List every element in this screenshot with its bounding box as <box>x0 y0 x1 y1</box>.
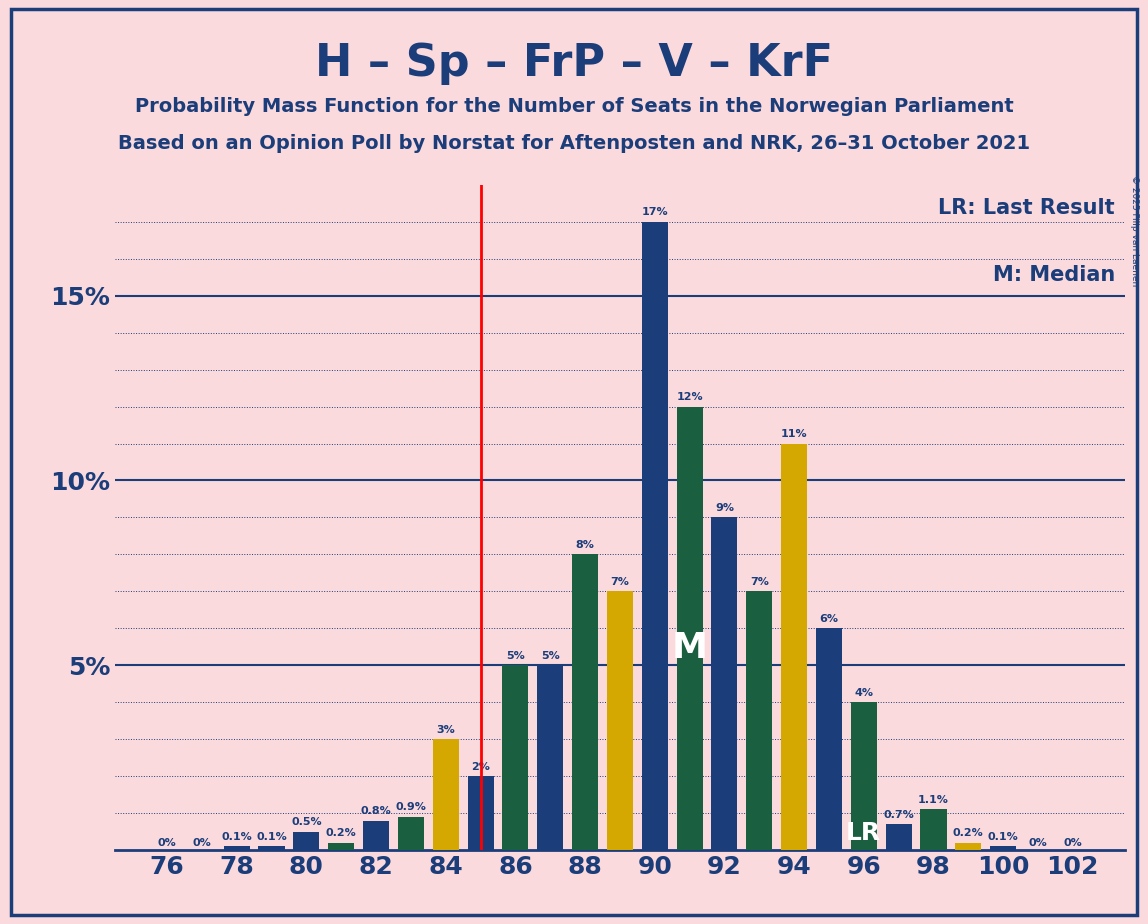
Bar <box>955 843 982 850</box>
Text: 8%: 8% <box>575 540 595 550</box>
Bar <box>572 554 598 850</box>
Text: 0.5%: 0.5% <box>292 817 321 827</box>
Text: 0%: 0% <box>1063 838 1083 848</box>
Text: 0.8%: 0.8% <box>360 806 391 816</box>
Text: © 2025 Filip van Laenen: © 2025 Filip van Laenen <box>1130 176 1139 286</box>
Text: H – Sp – FrP – V – KrF: H – Sp – FrP – V – KrF <box>315 42 833 85</box>
Text: Probability Mass Function for the Number of Seats in the Norwegian Parliament: Probability Mass Function for the Number… <box>134 97 1014 116</box>
Text: 1.1%: 1.1% <box>918 795 949 805</box>
Text: Based on an Opinion Poll by Norstat for Aftenposten and NRK, 26–31 October 2021: Based on an Opinion Poll by Norstat for … <box>118 134 1030 153</box>
Bar <box>537 665 564 850</box>
Text: 0.7%: 0.7% <box>883 809 914 820</box>
Text: LR: Last Result: LR: Last Result <box>938 198 1115 218</box>
Text: 5%: 5% <box>541 650 559 661</box>
Bar <box>398 817 424 850</box>
Bar <box>816 628 841 850</box>
Text: 4%: 4% <box>854 687 874 698</box>
Text: 7%: 7% <box>750 577 769 587</box>
Text: M: M <box>672 631 707 665</box>
Text: 0%: 0% <box>157 838 177 848</box>
Bar <box>990 846 1016 850</box>
Text: 0.2%: 0.2% <box>326 828 357 838</box>
Text: 11%: 11% <box>781 429 807 439</box>
Text: 6%: 6% <box>820 614 838 624</box>
Bar <box>851 702 877 850</box>
Text: 7%: 7% <box>611 577 629 587</box>
Text: 9%: 9% <box>715 503 734 513</box>
Bar <box>642 222 668 850</box>
Bar <box>328 843 355 850</box>
Text: 17%: 17% <box>642 207 668 217</box>
Bar <box>258 846 285 850</box>
Text: LR: LR <box>846 821 882 845</box>
Text: 0.1%: 0.1% <box>987 832 1018 842</box>
Text: 0.2%: 0.2% <box>953 828 984 838</box>
Text: 0.1%: 0.1% <box>222 832 253 842</box>
Bar <box>224 846 250 850</box>
Bar <box>746 591 773 850</box>
Text: 3%: 3% <box>436 724 455 735</box>
Text: 2%: 2% <box>471 761 490 772</box>
Text: 0.9%: 0.9% <box>395 802 426 812</box>
Bar <box>676 407 703 850</box>
Text: 0.1%: 0.1% <box>256 832 287 842</box>
Text: M: Median: M: Median <box>993 264 1115 285</box>
Text: 0%: 0% <box>193 838 211 848</box>
Bar <box>712 517 737 850</box>
Text: 5%: 5% <box>506 650 525 661</box>
Bar <box>885 824 912 850</box>
Text: 12%: 12% <box>676 392 703 402</box>
Bar <box>433 739 459 850</box>
Bar <box>921 809 946 850</box>
Bar <box>503 665 528 850</box>
Text: 0%: 0% <box>1029 838 1047 848</box>
Bar <box>607 591 633 850</box>
Bar <box>467 776 494 850</box>
Bar <box>363 821 389 850</box>
Bar <box>294 832 319 850</box>
Bar <box>781 444 807 850</box>
